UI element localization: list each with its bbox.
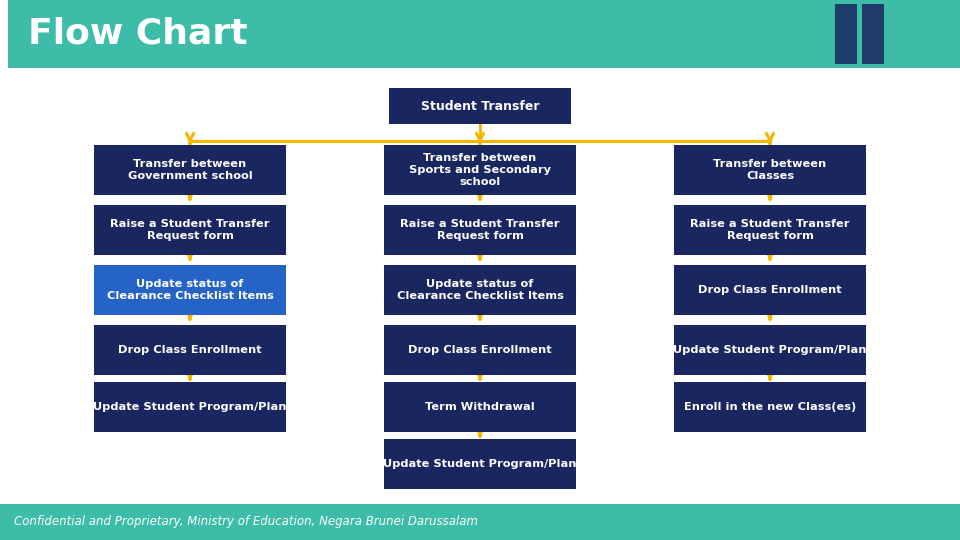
Bar [862, 4, 884, 64]
FancyBboxPatch shape [674, 382, 866, 432]
FancyBboxPatch shape [384, 265, 576, 315]
Text: Update status of
Clearance Checklist Items: Update status of Clearance Checklist Ite… [107, 279, 274, 301]
Text: Flow Chart: Flow Chart [28, 17, 248, 51]
FancyBboxPatch shape [674, 325, 866, 375]
FancyBboxPatch shape [94, 145, 286, 195]
FancyBboxPatch shape [94, 205, 286, 255]
Text: Transfer between
Government school: Transfer between Government school [128, 159, 252, 181]
FancyBboxPatch shape [674, 205, 866, 255]
Text: Raise a Student Transfer
Request form: Raise a Student Transfer Request form [690, 219, 850, 241]
FancyBboxPatch shape [384, 205, 576, 255]
Text: Drop Class Enrollment: Drop Class Enrollment [408, 345, 552, 355]
Text: Update status of
Clearance Checklist Items: Update status of Clearance Checklist Ite… [396, 279, 564, 301]
Text: Enroll in the new Class(es): Enroll in the new Class(es) [684, 402, 856, 412]
Text: Transfer between
Classes: Transfer between Classes [713, 159, 827, 181]
Text: Raise a Student Transfer
Request form: Raise a Student Transfer Request form [400, 219, 560, 241]
FancyBboxPatch shape [94, 382, 286, 432]
Text: Transfer between
Sports and Secondary
school: Transfer between Sports and Secondary sc… [409, 153, 551, 187]
Text: Term Withdrawal: Term Withdrawal [425, 402, 535, 412]
Text: Student Transfer: Student Transfer [420, 99, 540, 112]
FancyBboxPatch shape [94, 325, 286, 375]
FancyBboxPatch shape [94, 265, 286, 315]
Bar [0, 504, 960, 540]
Bar [835, 4, 857, 64]
Bar [0, 0, 960, 68]
Text: Confidential and Proprietary, Ministry of Education, Negara Brunei Darussalam: Confidential and Proprietary, Ministry o… [14, 516, 478, 529]
Text: Drop Class Enrollment: Drop Class Enrollment [118, 345, 262, 355]
Bar [0, 0, 8, 68]
FancyBboxPatch shape [384, 325, 576, 375]
FancyBboxPatch shape [384, 439, 576, 489]
Text: Update Student Program/Plan: Update Student Program/Plan [673, 345, 867, 355]
FancyBboxPatch shape [674, 145, 866, 195]
Text: Raise a Student Transfer
Request form: Raise a Student Transfer Request form [110, 219, 270, 241]
Text: Update Student Program/Plan: Update Student Program/Plan [93, 402, 287, 412]
Text: Drop Class Enrollment: Drop Class Enrollment [698, 285, 842, 295]
FancyBboxPatch shape [384, 145, 576, 195]
Text: Update Student Program/Plan: Update Student Program/Plan [383, 459, 577, 469]
FancyBboxPatch shape [384, 382, 576, 432]
FancyBboxPatch shape [389, 88, 571, 124]
FancyBboxPatch shape [674, 265, 866, 315]
